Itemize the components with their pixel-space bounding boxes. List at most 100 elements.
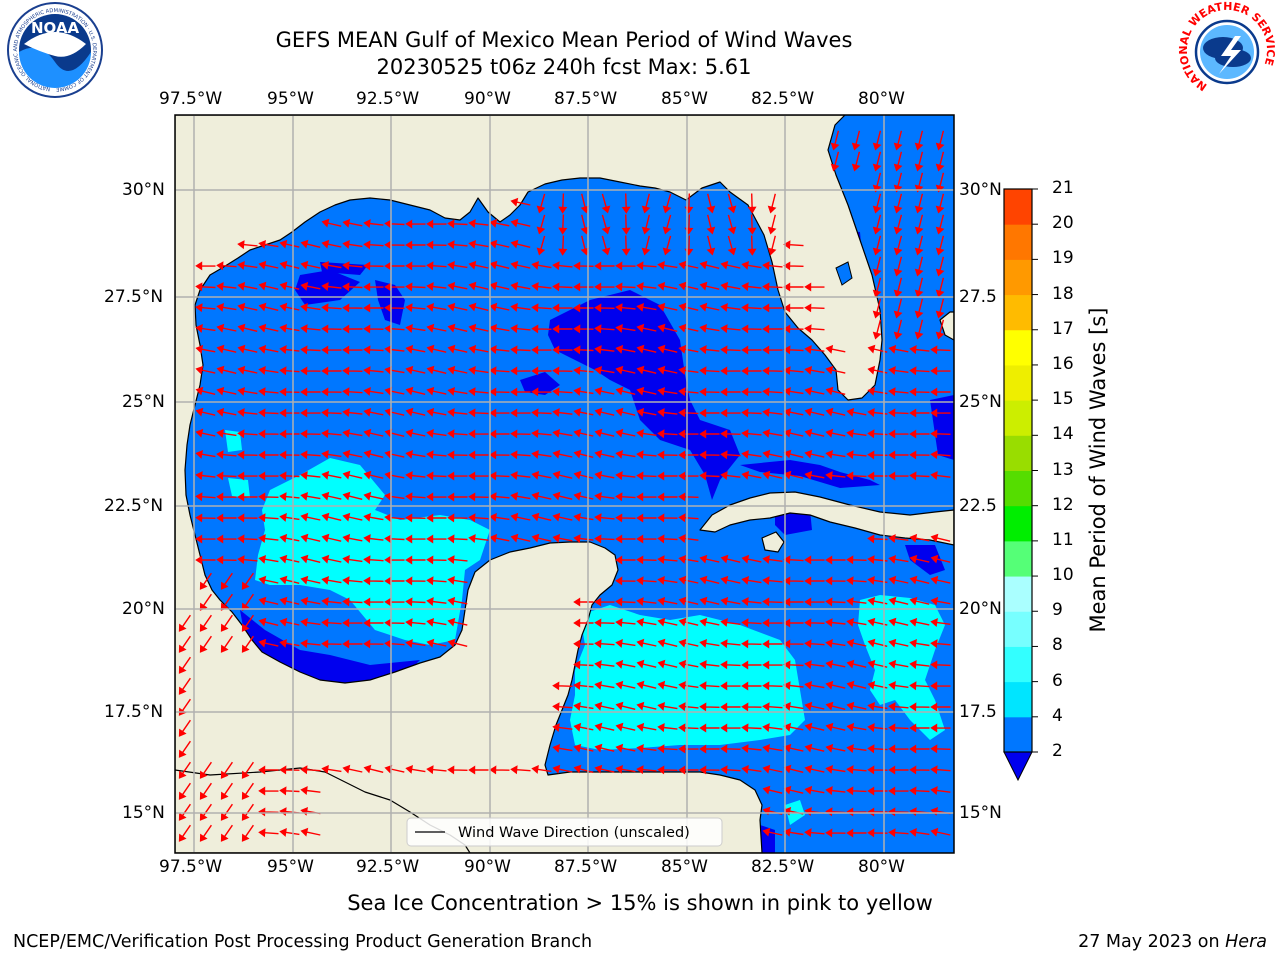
wind-wave-arrow [720,681,741,691]
wind-wave-arrow [594,701,615,711]
wind-wave-arrow [783,785,804,795]
wind-wave-arrow [867,828,888,838]
colorbar-tick-label: 12 [1052,494,1074,515]
wind-wave-arrow [489,239,510,249]
wind-wave-arrow [867,596,888,606]
wind-wave-arrow [888,534,909,543]
wind-wave-arrow [447,513,468,523]
wind-wave-arrow [216,471,237,481]
wind-wave-arrow [258,765,279,775]
wind-wave-arrow [615,449,636,459]
wind-wave-arrow [342,218,363,228]
wind-wave-arrow [195,555,216,565]
wind-wave-arrow [216,429,237,438]
wind-wave-arrow [741,660,762,670]
wind-wave-arrow [615,701,636,711]
wind-wave-arrow [783,366,804,376]
wind-wave-arrow [241,614,254,632]
wind-wave-arrow [914,256,924,277]
wind-wave-arrow [909,828,930,837]
wind-wave-arrow [258,638,279,648]
colorbar-tick-label: 16 [1052,353,1074,374]
wind-wave-arrow [489,302,510,312]
wind-wave-arrow [888,471,909,481]
wind-wave-arrow [321,345,342,355]
wind-wave-arrow [804,764,825,774]
wind-wave-arrow [867,386,888,396]
wind-wave-arrow [867,638,888,648]
colorbar-tick-label: 21 [1052,178,1074,198]
wind-wave-arrow [241,761,254,779]
wind-wave-arrow [872,172,882,193]
wind-wave-arrow [846,407,867,417]
wind-wave-arrow [531,260,552,270]
wind-wave-arrow [720,366,741,376]
wind-wave-arrow [720,618,741,627]
wind-wave-arrow [893,298,903,319]
wind-wave-arrow [930,387,951,397]
wind-wave-arrow [342,303,363,313]
wind-wave-arrow [195,282,216,292]
wind-wave-arrow [342,345,363,355]
wind-wave-arrow [909,765,930,775]
wind-wave-arrow [468,408,489,418]
wind-wave-arrow [720,471,741,480]
wind-wave-arrow [342,366,363,376]
wind-wave-arrow [426,261,447,271]
wind-wave-arrow [636,492,657,502]
wind-wave-arrow [909,744,930,754]
wind-wave-arrow [867,450,888,460]
wind-wave-arrow [447,492,468,502]
lakes [835,261,853,286]
wind-wave-arrow [447,386,468,396]
wind-wave-arrow [720,639,741,649]
colorbar-tick-label: 14 [1052,424,1074,445]
wind-wave-arrow [258,323,279,333]
wind-wave-arrow [342,639,363,649]
wind-wave-arrow [872,319,882,340]
wind-wave-arrow [510,345,531,355]
wind-wave-arrow [405,449,426,459]
wind-wave-arrow [216,344,237,354]
wind-wave-arrow [426,386,447,396]
wind-wave-arrow [846,701,867,711]
wind-wave-arrow [594,470,615,480]
wind-wave-arrow [447,617,468,627]
wind-wave-arrow [636,765,657,775]
wind-wave-arrow [888,638,909,648]
wind-wave-arrow [426,429,447,438]
wind-wave-arrow [531,512,552,522]
wind-wave-arrow [363,555,384,565]
wind-wave-arrow [552,702,573,712]
wind-wave-arrow [762,743,783,753]
wind-wave-arrow [804,618,825,628]
wind-wave-arrow [363,512,384,522]
wind-wave-arrow [930,702,951,712]
wind-wave-arrow [573,618,594,628]
wind-wave-arrow [178,635,191,653]
wind-wave-arrow [531,303,552,313]
wind-wave-arrow [804,282,825,292]
wind-wave-arrow [237,344,258,354]
wind-wave-arrow [321,618,342,628]
wind-wave-arrow [195,407,216,417]
wind-wave-arrow [405,282,426,292]
wind-wave-arrow [846,617,867,627]
footer-org: NCEP/EMC/Verification Post Processing Pr… [13,932,593,952]
wind-wave-arrow [657,386,678,396]
wind-wave-arrow [447,429,468,439]
wind-wave-arrow [552,449,573,459]
wind-wave-arrow [258,828,279,838]
wind-wave-arrow [216,302,237,312]
wind-wave-arrow [552,764,573,774]
wind-wave-arrow [641,235,651,256]
wind-wave-arrow [510,387,531,397]
wind-wave-arrow [321,450,342,459]
wind-wave-arrow [720,554,741,564]
wind-wave-arrow [489,429,510,439]
wind-wave-arrow [846,471,867,481]
wind-wave-arrow [510,765,531,775]
wind-wave-arrow [657,765,678,775]
wind-wave-arrow [552,366,573,376]
wind-wave-arrow [615,407,636,417]
